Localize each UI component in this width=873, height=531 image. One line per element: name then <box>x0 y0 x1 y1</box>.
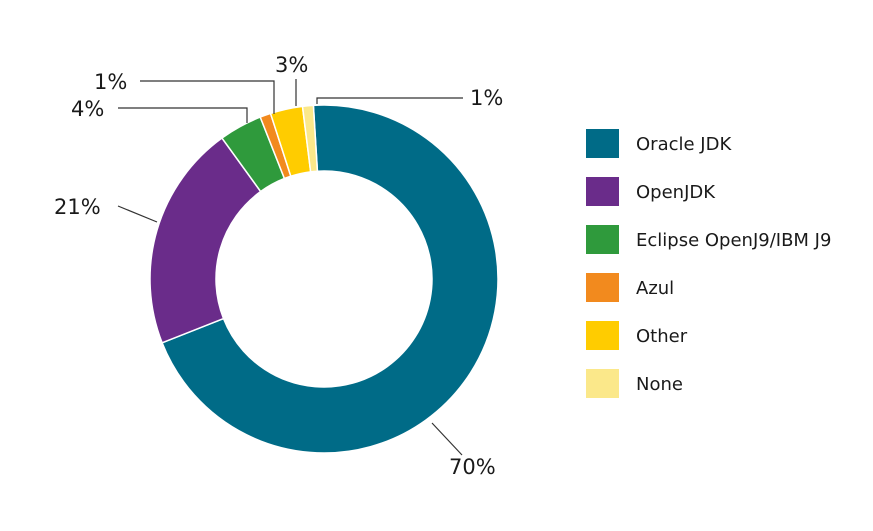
slice-oracle-jdk <box>161 104 499 454</box>
legend-label-none: None <box>636 374 683 395</box>
legend-label-oracle-jdk: Oracle JDK <box>636 134 732 155</box>
legend-swatch-eclipse-openj9 <box>586 225 619 254</box>
leader-line-openjdk <box>117 205 158 223</box>
leader-line-eclipse-openj9 <box>118 107 248 123</box>
legend-item-azul: Azul <box>586 273 674 302</box>
chart-slices <box>149 104 499 454</box>
legend-swatch-azul <box>586 273 619 302</box>
legend-swatch-oracle-jdk <box>586 129 619 158</box>
leader-line-azul <box>140 80 275 114</box>
leader-line-oracle-jdk <box>431 422 463 456</box>
legend-label-other: Other <box>636 326 688 347</box>
leader-line-none <box>316 97 463 104</box>
legend-label-openjdk: OpenJDK <box>636 182 716 203</box>
pct-label-oracle-jdk: 70% <box>449 455 496 479</box>
legend-swatch-none <box>586 369 619 398</box>
legend-item-none: None <box>586 369 683 398</box>
legend-item-other: Other <box>586 321 688 350</box>
percent-labels: 70% 21% 4% 1% 3% 1% <box>54 53 503 479</box>
pct-label-other: 3% <box>275 53 308 77</box>
pct-label-openjdk: 21% <box>54 195 101 219</box>
slice-none <box>301 104 319 173</box>
legend-swatch-other <box>586 321 619 350</box>
legend-swatch-openjdk <box>586 177 619 206</box>
legend-label-azul: Azul <box>636 278 674 299</box>
legend-item-oracle-jdk: Oracle JDK <box>586 129 732 158</box>
legend: Oracle JDK OpenJDK Eclipse OpenJ9/IBM J9… <box>586 129 831 398</box>
pct-label-eclipse-openj9: 4% <box>71 97 104 121</box>
legend-item-eclipse-openj9: Eclipse OpenJ9/IBM J9 <box>586 225 831 254</box>
pct-label-azul: 1% <box>94 70 127 94</box>
legend-item-openjdk: OpenJDK <box>586 177 716 206</box>
legend-label-eclipse-openj9: Eclipse OpenJ9/IBM J9 <box>636 230 831 251</box>
label-leader-lines <box>117 79 463 456</box>
pct-label-none: 1% <box>470 86 503 110</box>
